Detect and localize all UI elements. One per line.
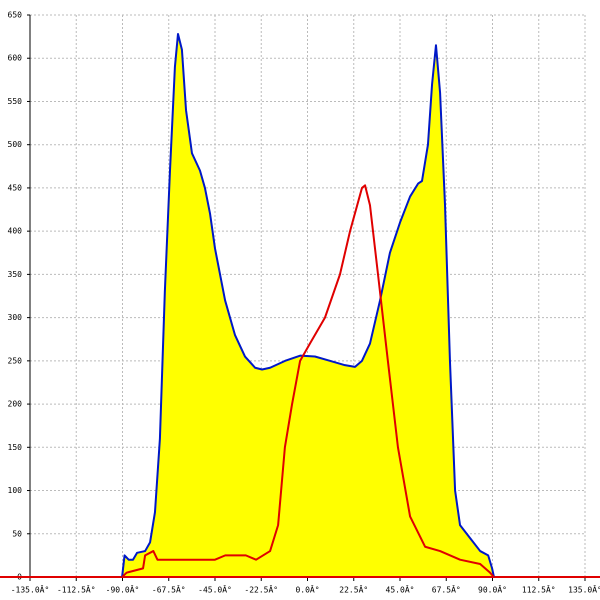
x-tick-label: -135.0Â° (11, 584, 50, 595)
x-tick-label: -45.0Â° (198, 584, 232, 595)
y-tick-label: 600 (8, 54, 23, 63)
x-tick-label: -67.5Â° (152, 584, 186, 595)
y-tick-label: 150 (8, 443, 23, 452)
y-tick-label: 200 (8, 400, 23, 409)
y-tick-label: 400 (8, 227, 23, 236)
x-tick-label: -90.0Â° (106, 584, 140, 595)
y-tick-label: 650 (8, 11, 23, 20)
y-tick-label: 50 (12, 529, 22, 538)
x-tick-label: 0.0Â° (295, 584, 319, 595)
x-tick-label: 67.5Â° (432, 584, 461, 595)
y-tick-label: 450 (8, 183, 23, 192)
x-tick-label: 112.5Â° (522, 584, 556, 595)
x-tick-label: -22.5Â° (244, 584, 278, 595)
x-tick-label: 135.0Â° (568, 584, 600, 595)
x-tick-label: 45.0Â° (386, 584, 415, 595)
x-tick-label: 22.5Â° (339, 584, 368, 595)
y-tick-label: 250 (8, 356, 23, 365)
x-tick-label: 90.0Â° (478, 584, 507, 595)
area (122, 34, 494, 577)
series-line (121, 184, 495, 578)
y-tick-label: 300 (8, 313, 23, 322)
x-tick-label: -112.5Â° (57, 584, 96, 595)
y-tick-label: 100 (8, 486, 23, 495)
y-tick-label: 350 (8, 270, 23, 279)
series-line (121, 33, 495, 578)
y-tick-label: 550 (8, 97, 23, 106)
y-tick-label: 500 (8, 140, 23, 149)
